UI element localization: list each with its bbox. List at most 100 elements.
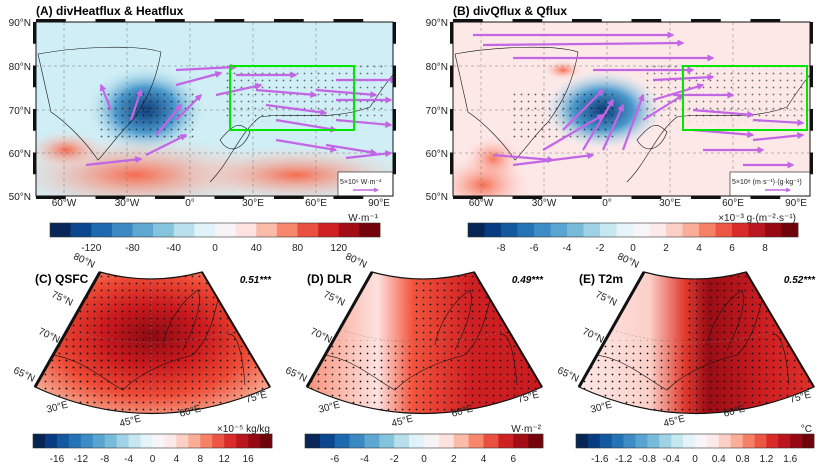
colorbar-segment xyxy=(164,434,177,448)
latitude-label: 75°N xyxy=(593,289,618,308)
map-panel-A xyxy=(33,19,396,199)
map-panel-D xyxy=(305,271,543,415)
colorbar-tick-label: -40 xyxy=(167,243,182,254)
colorbar-tick-label: -1.2 xyxy=(615,454,633,465)
flux-vector xyxy=(325,143,378,156)
latitude-label: 70°N xyxy=(426,106,448,117)
panel-title: (E) T2m xyxy=(579,272,623,286)
flux-vector xyxy=(335,118,393,128)
coastline-yamal xyxy=(771,334,790,386)
frame-tick xyxy=(631,19,662,22)
colorbar-segment xyxy=(140,434,153,448)
frame-tick xyxy=(95,196,126,199)
colorbar-segment xyxy=(200,434,213,448)
colorbar-segment xyxy=(706,434,720,448)
colorbar-segment xyxy=(778,434,791,448)
colorbar-tick-label: -4 xyxy=(563,243,572,254)
colorbar-tick-label: -1.6 xyxy=(591,454,609,465)
frame-tick xyxy=(95,19,126,22)
colorbar-segment xyxy=(349,434,365,448)
colorbar-tick-label: 1.6 xyxy=(783,454,797,465)
frame-tick xyxy=(450,109,453,131)
colorbar-segment xyxy=(50,223,71,237)
latitude-label: 70°N xyxy=(36,326,61,345)
longitude-label: 30°E xyxy=(242,198,264,209)
colorbar-segment xyxy=(438,434,455,448)
panel-title: (A) divHeatflux & Heatflux xyxy=(36,4,184,18)
frame-tick xyxy=(214,196,245,199)
longitude-label: 30°W xyxy=(115,198,140,209)
flux-vector xyxy=(345,150,393,160)
panel-title: (B) divQflux & Qflux xyxy=(453,4,567,18)
colorbar-segment xyxy=(248,434,261,448)
latitude-label: 80°N xyxy=(9,62,31,73)
region-box xyxy=(229,65,355,131)
colorbar-tick-label: 0.4 xyxy=(712,454,726,465)
colorbar-tick-label: -6 xyxy=(330,454,339,465)
frame-tick xyxy=(572,19,602,22)
colorbar-segment xyxy=(468,223,485,237)
frame-tick xyxy=(512,196,543,199)
colorbar-segment xyxy=(409,434,425,448)
colorbar-tick-label: -2 xyxy=(596,243,605,254)
latitude-label: 90°N xyxy=(426,18,448,29)
latitude-label: 70°N xyxy=(580,326,605,345)
colorbar-segment xyxy=(305,434,321,448)
colorbar-segment xyxy=(802,434,815,448)
colorbar-segment xyxy=(194,223,216,237)
colorbar-tick-label: 0 xyxy=(150,454,156,465)
flux-vector xyxy=(492,153,555,164)
colorbar-tick-label: -12 xyxy=(74,454,89,465)
correlation-value: 0.52*** xyxy=(784,275,816,286)
colorbar-segment xyxy=(224,434,237,448)
frame-tick xyxy=(393,65,396,88)
longitude-label: 30°E xyxy=(589,399,613,415)
colorbar-segment xyxy=(56,434,70,448)
colorbar-segment xyxy=(599,434,612,448)
frame-tick xyxy=(214,19,245,22)
longitude-label: 45°E xyxy=(390,413,414,429)
panel-title: (D) DLR xyxy=(307,272,352,286)
longitude-label: 90°E xyxy=(368,198,390,209)
frame-tick xyxy=(631,196,662,199)
colorbar-segment xyxy=(44,434,58,448)
colorbar-tick-label: -2 xyxy=(390,454,399,465)
colorbar-segment xyxy=(212,434,225,448)
frame-tick xyxy=(453,196,483,199)
flux-vector xyxy=(752,132,805,142)
colorbar-segment xyxy=(338,223,360,237)
colorbar-tick-label: -80 xyxy=(125,243,140,254)
longitude-label: 90°E xyxy=(785,198,807,209)
colorbar-segment xyxy=(468,434,484,448)
longitude-label: 30°W xyxy=(532,198,557,209)
colorbar-tick-label: -16 xyxy=(50,454,65,465)
flux-vector xyxy=(582,98,614,151)
colorbar-tick-label: -8 xyxy=(497,243,506,254)
colorbar-segment xyxy=(256,223,278,237)
flux-vector xyxy=(482,39,685,47)
figure-layer: 5×10⁹ W·m⁻² (A) divHeatflux & Heatflux 90°… xyxy=(9,4,816,465)
flux-vector xyxy=(642,94,685,121)
frame-tick xyxy=(750,196,781,199)
colorbar-segment xyxy=(659,434,672,448)
colorbar-tick-label: 1.2 xyxy=(759,454,773,465)
frame-edge xyxy=(745,271,815,388)
frame-tick xyxy=(36,196,66,199)
colorbar-segment xyxy=(364,434,380,448)
frame-tick xyxy=(810,152,813,175)
colorbar-segment xyxy=(587,434,601,448)
colorbar-tick-label: 6 xyxy=(729,243,735,254)
frame-tick xyxy=(33,109,36,131)
latitude-label: 70°N xyxy=(9,106,31,117)
frame-tick xyxy=(810,22,813,44)
frame-tick xyxy=(274,196,304,199)
frame-tick xyxy=(33,152,36,175)
colorbar-segment xyxy=(276,223,298,237)
significance-dots xyxy=(96,92,196,142)
colorbar-segment xyxy=(781,223,799,237)
colorbar-segment xyxy=(647,434,660,448)
colorbar-segment xyxy=(623,434,636,448)
longitude-label: 60°E xyxy=(722,198,744,209)
frame-tick xyxy=(512,19,543,22)
colorbar-frame xyxy=(32,433,273,449)
